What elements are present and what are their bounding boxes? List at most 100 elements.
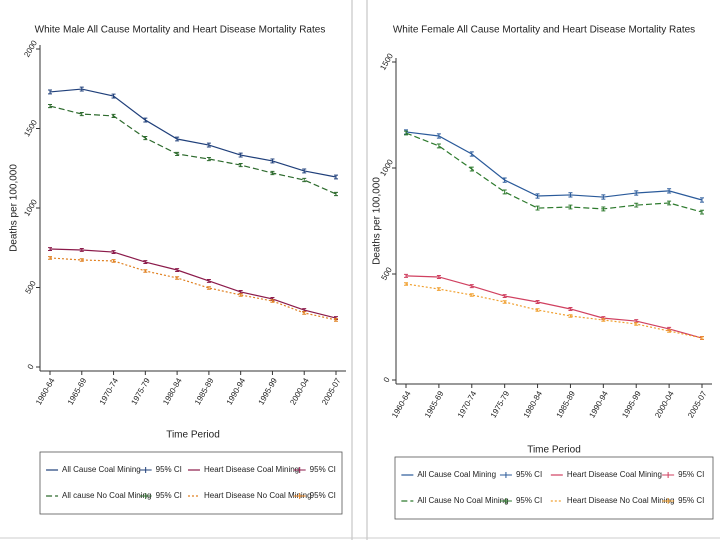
- error-bar: [535, 308, 540, 312]
- error-bar: [667, 329, 672, 333]
- error-bar: [700, 209, 704, 215]
- legend-label: All Cause No Coal Mining: [417, 496, 508, 505]
- error-bar: [436, 274, 441, 279]
- legend-ci-label: 95% CI: [310, 465, 336, 474]
- error-bar: [175, 268, 180, 272]
- error-bar: [469, 293, 474, 297]
- series-line: [405, 132, 703, 213]
- error-bar: [48, 247, 52, 251]
- legend-ci-swatch: [662, 472, 675, 478]
- error-bar: [436, 133, 441, 139]
- error-bar: [502, 189, 507, 195]
- legend-box: [39, 451, 343, 515]
- error-bar: [302, 311, 307, 315]
- error-bar: [469, 166, 474, 172]
- error-bar: [502, 294, 507, 299]
- series-line: [405, 275, 703, 339]
- error-bar: [143, 269, 148, 273]
- error-bar: [601, 318, 606, 322]
- y-axis-title: Deaths per 100,000: [372, 177, 383, 265]
- error-bar: [143, 260, 148, 264]
- legend-ci-swatch: [293, 467, 306, 473]
- error-bar: [143, 117, 148, 123]
- series-line: [405, 131, 703, 201]
- error-bar: [404, 273, 408, 278]
- error-bar: [238, 152, 243, 158]
- error-bar: [79, 248, 84, 252]
- error-bar: [404, 130, 408, 136]
- error-bar: [48, 256, 52, 260]
- y-tick-label: 0: [26, 362, 36, 371]
- legend-ci-swatch: [293, 493, 306, 499]
- error-bar: [667, 200, 672, 206]
- error-bar: [79, 258, 84, 262]
- error-bar: [700, 197, 704, 203]
- error-bar: [334, 191, 338, 197]
- error-bar: [79, 86, 84, 92]
- legend-label: Heart Disease Coal Mining: [204, 465, 299, 474]
- error-bar: [404, 282, 408, 286]
- y-axis-title: Deaths per 100,000: [9, 164, 20, 252]
- error-bar: [334, 174, 338, 180]
- legend-ci-swatch: [139, 467, 152, 473]
- error-bar: [206, 286, 211, 290]
- chart-title: White Female All Cause Mortality and Hea…: [393, 25, 695, 36]
- legend-label: All Cause Coal Mining: [417, 470, 496, 479]
- legend-ci-label: 95% CI: [516, 470, 542, 479]
- error-bar: [568, 204, 573, 210]
- legend-label: Heart Disease Coal Mining: [567, 470, 662, 479]
- legend-ci-label: 95% CI: [678, 470, 704, 479]
- error-bar: [111, 113, 116, 119]
- error-bar: [238, 293, 243, 297]
- series-line: [49, 105, 337, 195]
- error-bar: [270, 299, 275, 303]
- error-bar: [535, 193, 540, 199]
- error-bar: [206, 156, 211, 162]
- legend-label: Heart Disease No Coal Mining: [204, 491, 312, 500]
- error-bar: [48, 89, 52, 95]
- error-bar: [206, 142, 211, 148]
- error-bar: [175, 136, 180, 142]
- error-bar: [634, 202, 639, 208]
- error-bar: [568, 192, 573, 198]
- error-bar: [502, 300, 507, 304]
- legend-ci-swatch: [139, 493, 152, 499]
- error-bar: [175, 276, 180, 280]
- legend-ci-label: 95% CI: [156, 491, 182, 500]
- error-bar: [436, 287, 441, 291]
- series-line: [49, 248, 337, 319]
- error-bar: [568, 314, 573, 318]
- error-bar: [175, 151, 180, 157]
- error-bar: [111, 250, 116, 254]
- error-bar: [79, 111, 84, 117]
- legend-label: Heart Disease No Coal Mining: [567, 496, 675, 505]
- error-bar: [667, 188, 672, 194]
- error-bar: [143, 135, 148, 141]
- error-bar: [502, 177, 507, 183]
- error-bar: [634, 190, 639, 196]
- error-bar: [206, 279, 211, 283]
- error-bar: [469, 284, 474, 289]
- series-line: [49, 257, 337, 321]
- legend-ci-swatch: [499, 498, 512, 504]
- error-bar: [48, 103, 52, 109]
- error-bar: [111, 93, 116, 99]
- legend-ci-swatch: [662, 498, 675, 504]
- chart-title: White Male All Cause Mortality and Heart…: [35, 25, 326, 36]
- error-bar: [270, 170, 275, 176]
- legend-ci-swatch: [499, 472, 512, 478]
- error-bar: [270, 158, 275, 164]
- legend-ci-label: 95% CI: [310, 491, 336, 500]
- x-axis-title: Time Period: [166, 430, 220, 441]
- y-tick-label: 0: [382, 375, 392, 384]
- legend-ci-label: 95% CI: [678, 496, 704, 505]
- error-bar: [302, 177, 307, 183]
- error-bar: [436, 143, 441, 149]
- x-axis-title: Time Period: [527, 445, 581, 456]
- error-bar: [601, 194, 606, 200]
- legend-ci-label: 95% CI: [516, 496, 542, 505]
- series-line: [49, 88, 337, 178]
- error-bar: [469, 151, 474, 157]
